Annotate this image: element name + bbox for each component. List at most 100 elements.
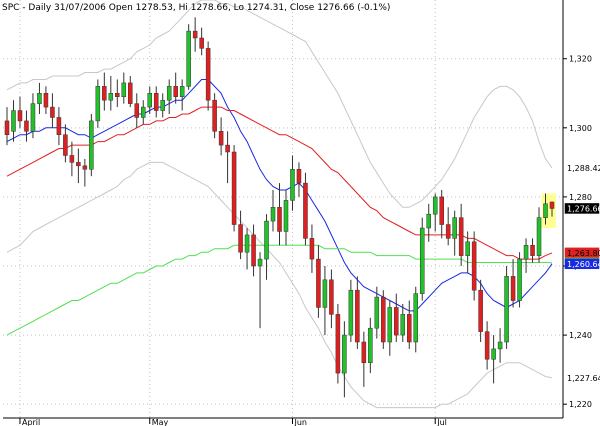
candle-body (290, 169, 295, 201)
candle-body (115, 93, 120, 97)
candle-body (95, 86, 101, 122)
candle-body (205, 48, 211, 101)
candle-body (426, 213, 431, 229)
candle-body (322, 279, 328, 308)
y-tick-label: 1,320 (569, 55, 592, 64)
candle-body (381, 296, 386, 343)
candle-body (160, 99, 165, 111)
candle-body (465, 241, 470, 256)
x-tick-label: May (152, 418, 169, 426)
candle-body (121, 82, 127, 97)
value-badges: 1,288.421,276.661,263.801,260.91,260.641… (564, 162, 600, 384)
value-badge-box (564, 203, 600, 214)
band-lower-line (6, 161, 553, 409)
candle-body (413, 293, 419, 343)
candle-body (199, 37, 204, 49)
candle-body (63, 134, 68, 156)
value-badge-label: 1,276.66 (567, 204, 600, 213)
value-badge-box (564, 258, 600, 270)
candle-body (140, 106, 146, 118)
candle-body (510, 276, 516, 301)
candle-body (303, 182, 308, 239)
candle-body (173, 86, 178, 97)
candle-body (192, 30, 198, 39)
candle-body (225, 144, 230, 153)
candle-body (43, 93, 49, 108)
candle-body (407, 314, 412, 343)
candle-body (153, 93, 159, 111)
candle-body (445, 224, 451, 239)
candle-body (543, 203, 548, 218)
candle-body (69, 155, 75, 163)
chart-title: SPC - Daily 31/07/2006 Open 1278.53, Hi … (2, 3, 390, 13)
candle-body (296, 169, 302, 184)
candle-body (4, 120, 10, 135)
candle-body (458, 217, 464, 256)
candle-body (316, 258, 321, 308)
y-tick-label: 1,280 (569, 193, 592, 202)
value-badge-box (564, 372, 600, 384)
price-candles (4, 17, 555, 398)
candle-body (179, 86, 185, 97)
candle-body (335, 314, 341, 374)
candle-body (186, 30, 191, 87)
candle-body (76, 162, 81, 167)
value-badge-label: 1,227.64 (567, 374, 600, 383)
candle-body (309, 238, 315, 260)
candle-body (147, 93, 152, 108)
candle-body (166, 86, 172, 101)
candle-body (238, 224, 243, 253)
candle-body (89, 120, 94, 170)
candle-body (257, 258, 263, 267)
candle-body (342, 334, 347, 374)
candle-body (348, 289, 354, 336)
candle-body (283, 200, 289, 232)
band-upper-line (6, 0, 553, 208)
candle-body (128, 82, 133, 104)
candle-body (30, 103, 36, 132)
candle-body (536, 217, 542, 256)
candle-body (394, 307, 399, 336)
candle-body (432, 196, 438, 215)
candle-body (231, 151, 237, 225)
y-tick-label: 1,240 (569, 331, 592, 340)
bollinger-band-lines (6, 0, 553, 409)
candle-body (523, 245, 529, 260)
x-tick-label: Jul (436, 418, 447, 426)
candle-body (82, 165, 88, 170)
candle-body (277, 207, 282, 232)
candle-body (17, 110, 23, 122)
value-badge-label: 1,263.80 (567, 249, 600, 258)
candle-body (212, 99, 217, 132)
candle-body (56, 117, 62, 135)
candle-body (218, 131, 224, 146)
candle-body (108, 93, 114, 101)
candle-body (419, 227, 425, 294)
value-badge-box (564, 162, 600, 174)
candle-body (452, 217, 457, 239)
candle-body (484, 331, 490, 360)
candle-body (244, 234, 250, 253)
candle-body (50, 106, 55, 118)
y-tick-label: 1,300 (569, 124, 592, 133)
candle-body (400, 314, 406, 336)
candle-body (471, 241, 477, 291)
candle-body (264, 220, 269, 260)
candle-body (368, 327, 373, 363)
candle-body (24, 120, 29, 132)
candle-body (549, 201, 555, 209)
candle-body (374, 296, 380, 329)
candle-body (134, 103, 140, 118)
gridlines (3, 0, 563, 418)
candle-body (270, 207, 276, 222)
candle-body (497, 341, 503, 350)
candle-body (11, 110, 16, 132)
candle-body (355, 289, 360, 343)
x-tick-label: April (22, 418, 40, 426)
y-tick-label: 1,220 (569, 400, 592, 409)
candle-body (387, 307, 393, 343)
candle-body (517, 258, 522, 301)
